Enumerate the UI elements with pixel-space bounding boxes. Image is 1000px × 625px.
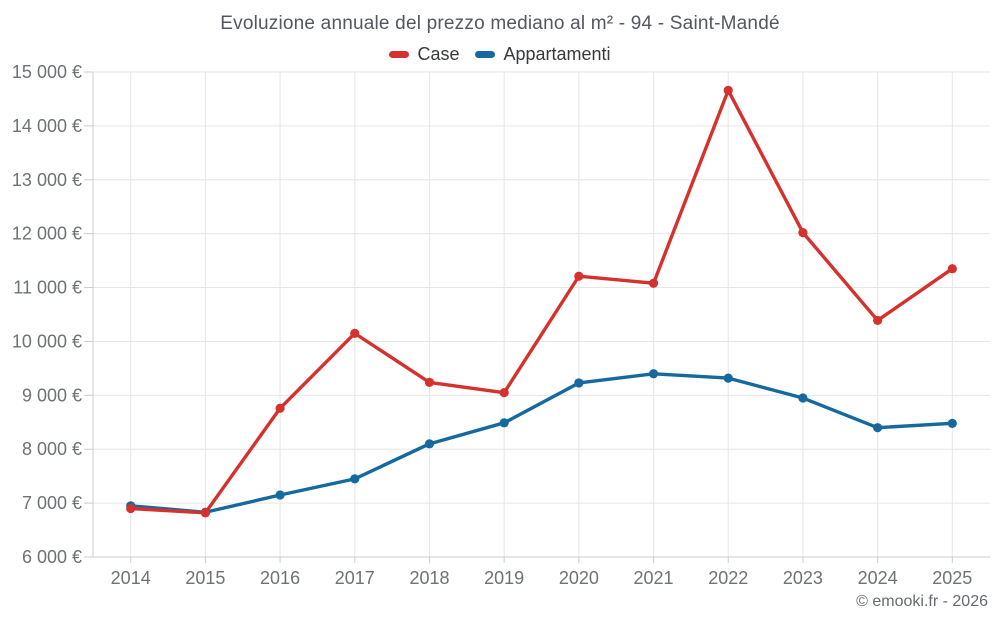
data-point-appartamenti-2019[interactable]: [499, 418, 509, 428]
x-axis-tick-label: 2017: [335, 568, 375, 588]
data-point-case-2015[interactable]: [200, 508, 210, 518]
data-point-case-2022[interactable]: [723, 85, 733, 95]
data-point-appartamenti-2017[interactable]: [350, 474, 360, 484]
y-axis-tick-label: 9 000 €: [22, 385, 82, 405]
x-axis-tick-label: 2019: [484, 568, 524, 588]
data-point-case-2017[interactable]: [350, 328, 360, 338]
data-point-appartamenti-2022[interactable]: [723, 373, 733, 383]
legend-item-case[interactable]: Case: [389, 44, 459, 65]
x-axis-tick-label: 2024: [858, 568, 898, 588]
y-axis-tick-label: 7 000 €: [22, 493, 82, 513]
y-axis-tick-label: 8 000 €: [22, 439, 82, 459]
series-line-appartamenti[interactable]: [128, 372, 954, 514]
x-axis-tick-label: 2015: [185, 568, 225, 588]
y-axis-tick-label: 6 000 €: [22, 547, 82, 567]
data-point-appartamenti-2018[interactable]: [424, 439, 435, 449]
x-axis-tick-label: 2016: [260, 568, 300, 588]
data-point-appartamenti-2016[interactable]: [275, 490, 285, 500]
chart-title: Evoluzione annuale del prezzo mediano al…: [220, 13, 780, 34]
y-axis-tick-label: 10 000 €: [12, 331, 82, 351]
data-point-case-2024[interactable]: [873, 315, 883, 326]
x-axis-tick-label: 2022: [708, 568, 748, 588]
series-line-case[interactable]: [128, 88, 954, 515]
appartamenti-color-swatch-icon: [475, 51, 496, 58]
y-axis-tick-label: 14 000 €: [12, 116, 82, 136]
y-axis-tick-label: 13 000 €: [12, 170, 82, 190]
x-axis-tick-label: 2018: [409, 568, 449, 588]
data-point-case-2016[interactable]: [275, 403, 285, 413]
data-point-case-2025[interactable]: [947, 264, 957, 274]
credit-link[interactable]: © emooki.fr - 2026: [856, 593, 988, 610]
legend-item-appartamenti[interactable]: Appartamenti: [475, 44, 611, 65]
x-axis-tick-label: 2014: [111, 568, 151, 588]
y-axis-tick-label: 15 000 €: [12, 62, 82, 82]
data-point-appartamenti-2024[interactable]: [873, 423, 883, 433]
x-axis-tick-label: 2023: [783, 568, 823, 588]
legend-label-case: Case: [417, 44, 460, 64]
data-point-case-2021[interactable]: [648, 278, 659, 288]
data-point-case-2020[interactable]: [574, 271, 584, 281]
data-point-appartamenti-2020[interactable]: [574, 378, 584, 388]
y-axis-tick-label: 12 000 €: [12, 224, 82, 244]
data-point-case-2019[interactable]: [499, 388, 509, 398]
case-color-swatch-icon: [389, 51, 410, 58]
data-point-appartamenti-2023[interactable]: [798, 393, 808, 403]
legend-label-appartamenti: Appartamenti: [503, 44, 611, 64]
data-point-appartamenti-2025[interactable]: [947, 418, 957, 428]
data-point-appartamenti-2021[interactable]: [648, 369, 659, 379]
x-axis-tick-label: 2025: [932, 568, 972, 588]
x-axis-tick-label: 2021: [634, 568, 674, 588]
data-point-case-2014[interactable]: [126, 503, 136, 514]
y-axis-tick-label: 11 000 €: [13, 278, 82, 298]
data-point-case-2023[interactable]: [798, 227, 808, 238]
x-axis-tick-label: 2020: [559, 568, 599, 588]
chart-legend: Case Appartamenti: [0, 44, 1000, 65]
data-point-case-2018[interactable]: [424, 377, 435, 387]
